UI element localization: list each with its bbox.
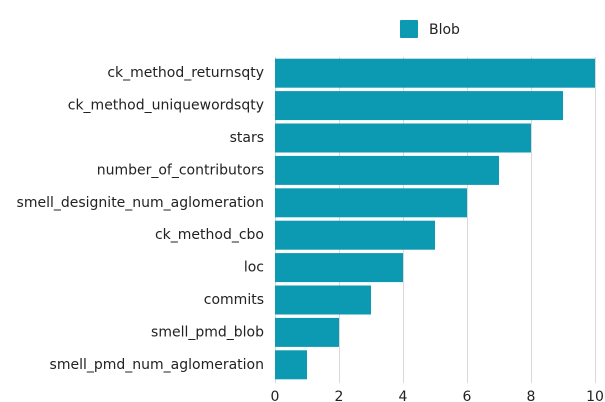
bar-commits[interactable] (275, 285, 371, 315)
category-label: ck_method_uniquewordsqty (68, 98, 264, 114)
category-label: stars (230, 130, 264, 146)
x-tick-label: 10 (586, 389, 604, 402)
legend: Blob (400, 20, 460, 38)
category-label: number_of_contributors (97, 162, 264, 178)
bars-layer (275, 58, 595, 380)
category-label: ck_method_cbo (155, 227, 264, 243)
bar-ck_method_returnsqty[interactable] (275, 58, 595, 88)
category-label: smell_pmd_num_aglomeration (50, 357, 264, 373)
bar-smell_designite_num_aglomeration[interactable] (275, 188, 467, 218)
x-tick-label: 0 (271, 389, 280, 402)
bar-stars[interactable] (275, 123, 531, 153)
x-tick-label: 4 (399, 389, 408, 402)
category-label: commits (204, 292, 264, 308)
x-tick-label: 8 (527, 389, 536, 402)
category-labels: ck_method_returnsqty ck_method_uniqueword… (17, 65, 265, 373)
legend-label-blob: Blob (429, 22, 460, 38)
bar-smell_pmd_blob[interactable] (275, 317, 339, 347)
legend-swatch (400, 20, 418, 38)
category-label: loc (244, 260, 264, 276)
bar-number_of_contributors[interactable] (275, 155, 499, 185)
category-label: smell_pmd_blob (151, 324, 264, 340)
bar-ck_method_cbo[interactable] (275, 220, 435, 250)
bar-loc[interactable] (275, 253, 403, 283)
x-tick-label: 6 (463, 389, 472, 402)
x-tick-label: 2 (335, 389, 344, 402)
bar-ck_method_uniquewordsqty[interactable] (275, 91, 563, 121)
x-tick-labels: 0 2 4 6 8 10 (271, 389, 604, 402)
category-label: smell_designite_num_aglomeration (17, 195, 264, 211)
bar-smell_pmd_num_aglomeration[interactable] (275, 350, 307, 380)
category-label: ck_method_returnsqty (107, 65, 264, 81)
